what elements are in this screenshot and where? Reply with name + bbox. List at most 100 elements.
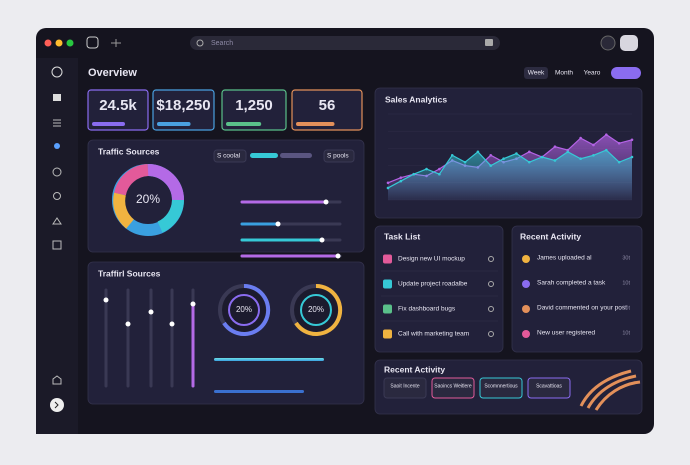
checkbox[interactable] [383,279,392,289]
donut-seg [114,164,149,196]
point [553,159,557,162]
slider[interactable] [280,153,312,158]
nav-alert[interactable] [52,217,62,225]
slider-knob[interactable] [275,221,281,227]
point [605,148,608,152]
tab-icon[interactable] [86,36,99,49]
slider-knob[interactable] [148,309,154,315]
slider-knob[interactable] [169,321,175,327]
activity-text: Sarah completed a task [537,280,606,287]
avatar-btn[interactable] [620,35,638,51]
task-action[interactable] [488,256,494,262]
point [399,176,403,179]
nav-box[interactable] [52,240,62,250]
nav-clock[interactable] [52,167,62,177]
gauges: 20% 20% [218,283,343,336]
nav-bottom-home[interactable] [52,375,62,385]
activity-time: 30t [622,255,630,261]
tab[interactable]: Yearo [584,70,601,77]
chip[interactable] [431,377,475,399]
tab-active[interactable] [611,67,641,79]
activity-panel [511,225,643,353]
point [386,186,390,190]
activity-text: David commented on your post [537,305,627,312]
task-list: Design new UI mockup Update project roada… [381,254,498,339]
checkbox[interactable] [383,329,392,339]
slider-knob[interactable] [335,253,341,259]
close-dot[interactable] [44,39,52,47]
gauge-label: 20% [308,305,324,314]
nav-icon[interactable] [111,39,121,47]
vertical-sliders [103,288,196,388]
slider[interactable] [250,153,278,158]
chip[interactable] [527,377,571,399]
tab[interactable]: Month [555,70,573,77]
slider-knob[interactable] [323,199,329,205]
nav-home[interactable] [53,94,61,101]
nav-list[interactable] [53,119,61,127]
stat-bar [157,122,191,126]
chip-label[interactable]: Scomnnertious [484,383,518,389]
tab[interactable]: Week [528,70,545,77]
chip[interactable] [479,377,523,399]
chip-label[interactable]: S coolal [217,153,241,160]
avatar [522,255,530,263]
point [605,133,608,136]
point [579,157,582,161]
checkbox[interactable] [383,304,392,314]
slider-knob[interactable] [319,237,325,243]
point [592,143,595,147]
donut-seg [113,192,135,229]
point [617,141,621,145]
slider-knob[interactable] [125,321,131,327]
nav-expand[interactable] [50,398,64,412]
panel-title: Recent Activity [520,231,581,241]
decor-stripes [579,369,641,411]
tabs: Week Month Yearo [524,67,601,79]
point [630,138,634,142]
chip-label[interactable]: Saoincs Weitlere [434,383,472,389]
gauge-inner [228,294,260,326]
point [592,153,595,157]
nav-chart[interactable] [54,143,60,149]
chip[interactable] [213,149,247,163]
min-dot[interactable] [55,39,63,47]
logo[interactable] [51,66,63,78]
activity-text: New user registered [537,330,596,337]
point [489,153,493,157]
chip[interactable] [383,377,427,399]
gauge-arc [294,283,343,336]
chip-label[interactable]: Scavattioas [536,383,562,389]
search-icon [196,39,204,47]
stat-card [291,89,363,131]
point [399,179,403,183]
chip-label[interactable]: S pools [327,153,349,160]
nav-settings[interactable] [53,192,61,200]
search-box[interactable] [190,36,500,50]
task-action[interactable] [488,281,494,287]
point [412,172,415,176]
slider-knob[interactable] [103,297,109,303]
slider-knob[interactable] [190,301,196,307]
checkbox[interactable] [383,254,392,264]
chip-label[interactable]: Saoit Incente [390,383,419,389]
chip[interactable] [323,149,355,163]
point [553,145,557,148]
point [425,167,428,171]
panel-title: Recent Activity [384,364,445,374]
max-dot[interactable] [66,39,74,47]
power-btn[interactable] [600,35,616,51]
search-action[interactable] [485,39,493,46]
activity-time: 10t [622,305,630,311]
activity-time: 10t [622,280,630,286]
stat-card [152,89,215,131]
task-action[interactable] [488,306,494,312]
donut-seg [147,164,184,201]
expand-arrow [54,401,59,409]
tab-bg[interactable] [524,67,548,79]
page-title: Overview [88,67,137,79]
task-action[interactable] [488,331,494,337]
slider[interactable] [214,358,324,361]
slider[interactable] [214,390,304,393]
